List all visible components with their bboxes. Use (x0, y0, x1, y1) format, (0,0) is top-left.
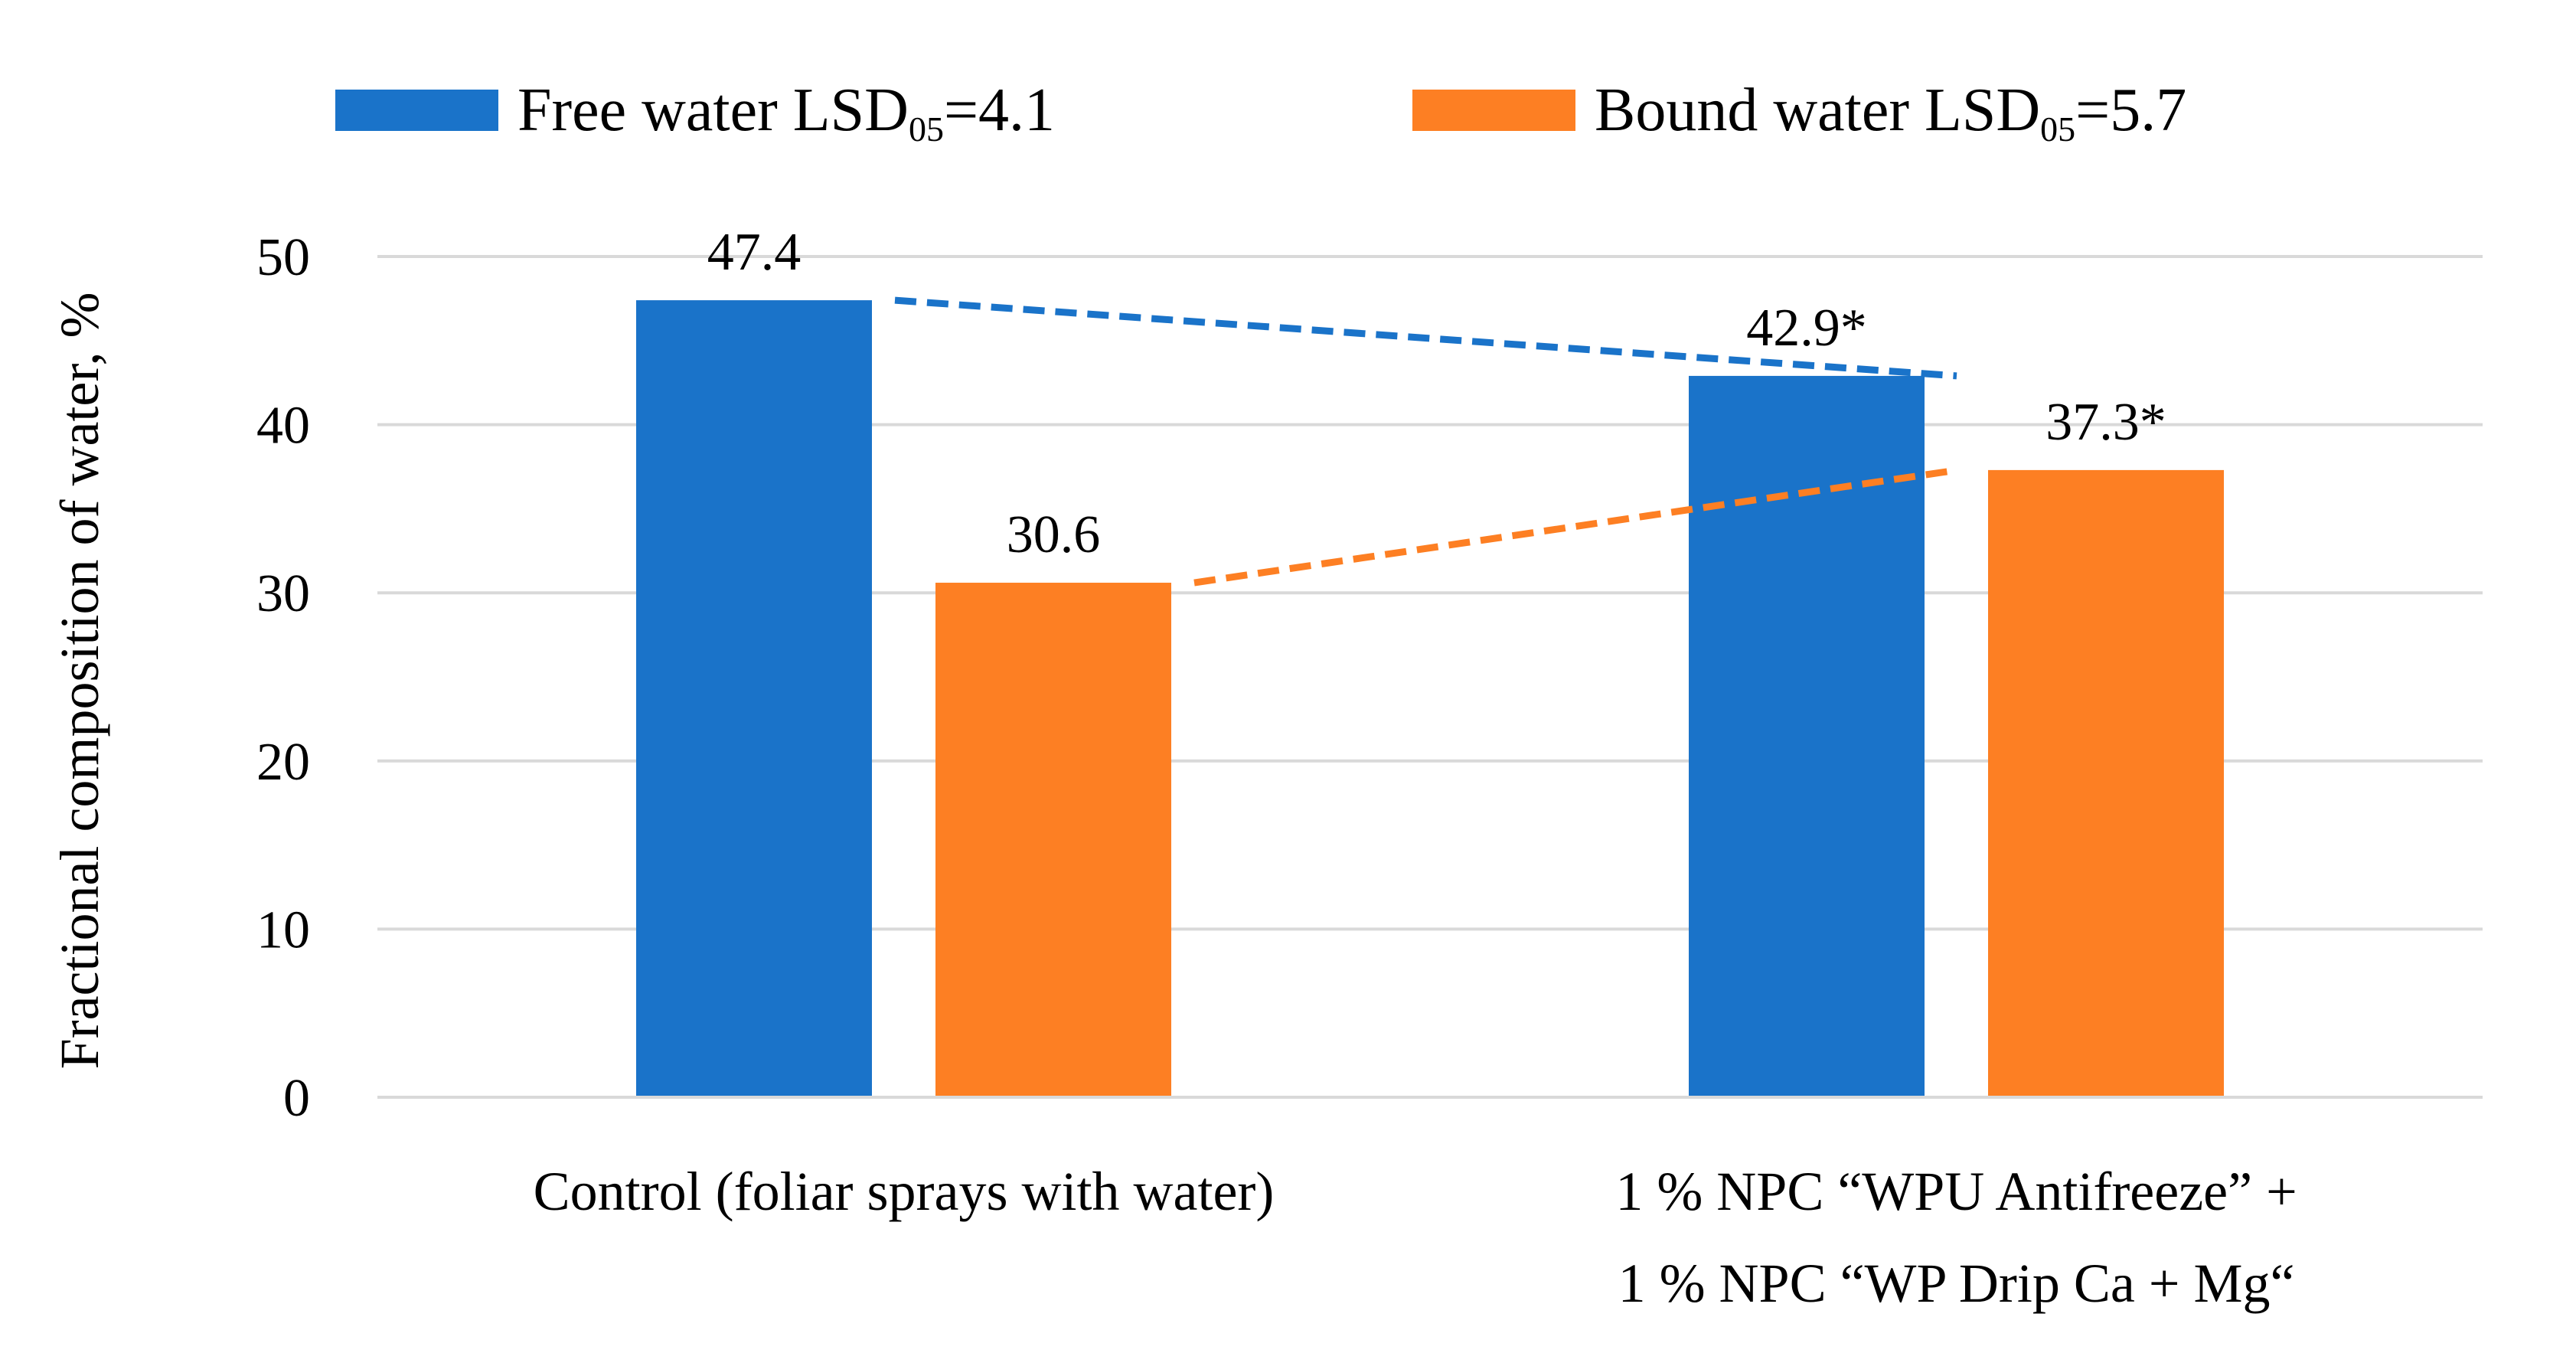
trend-line-free-water (894, 296, 1957, 380)
bar-bound-water-1 (1988, 469, 2224, 1097)
x-category-label-1-line-1: 1 % NPC “WP Drip Ca + Mg“ (1618, 1253, 2295, 1314)
legend-label-bound-water: Bound water LSD05=5.7 (1595, 77, 2186, 149)
y-tick-label-10: 10 (256, 900, 310, 959)
legend-swatch-bound-water (1412, 90, 1575, 131)
data-label-bound-water-0: 30.6 (1007, 505, 1101, 564)
x-category-label-1-line-0: 1 % NPC “WPU Antifreeze” + (1615, 1161, 2297, 1222)
x-category-label-0-line-0: Control (foliar sprays with water) (534, 1161, 1275, 1222)
data-label-free-water-1: 42.9* (1746, 299, 1867, 358)
bar-free-water-1 (1689, 375, 1925, 1097)
y-tick-label-20: 20 (256, 733, 310, 792)
data-label-bound-water-1: 37.3* (2045, 393, 2166, 452)
legend-label-free-water: Free water LSD05=4.1 (517, 77, 1055, 149)
y-tick-label-0: 0 (283, 1069, 310, 1128)
y-axis-title: Fractional composition of water, % (49, 292, 110, 1070)
y-tick-label-30: 30 (256, 564, 310, 623)
bar-free-water-0 (636, 300, 872, 1098)
bar-bound-water-0 (935, 583, 1171, 1097)
data-label-free-water-0: 47.4 (707, 223, 802, 282)
y-tick-label-50: 50 (256, 228, 310, 287)
legend-swatch-free-water (335, 90, 498, 131)
y-tick-label-40: 40 (256, 397, 310, 456)
